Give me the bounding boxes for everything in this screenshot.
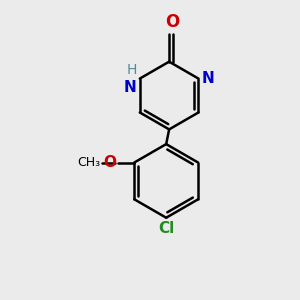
Text: CH₃: CH₃ bbox=[77, 156, 101, 169]
Text: Cl: Cl bbox=[158, 221, 174, 236]
Text: N: N bbox=[124, 80, 137, 95]
Text: N: N bbox=[201, 71, 214, 86]
Text: O: O bbox=[103, 155, 116, 170]
Text: H: H bbox=[127, 63, 137, 77]
Text: O: O bbox=[165, 13, 179, 31]
